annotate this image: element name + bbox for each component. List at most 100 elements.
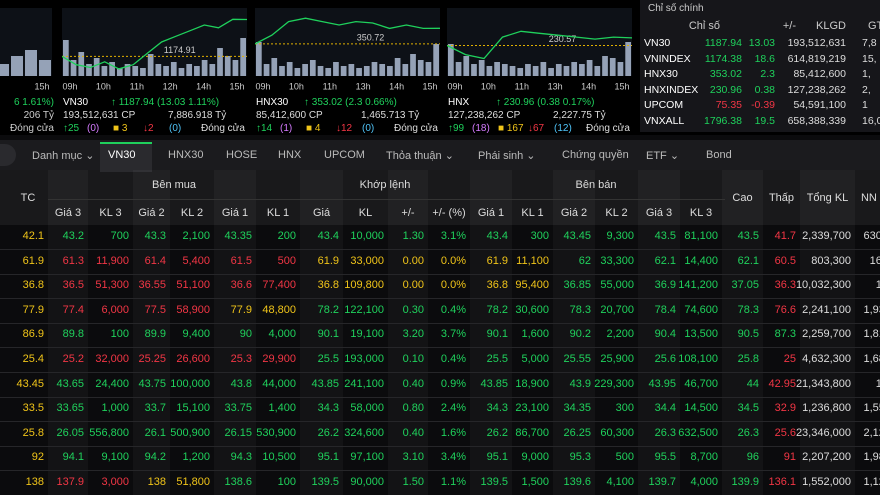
tab[interactable]: ETF ⌄ (646, 150, 680, 162)
table-cell: 78.2 (486, 303, 508, 316)
tab[interactable]: Phái sinh ⌄ (478, 150, 536, 162)
row-rule (0, 322, 880, 324)
table-cell: 36.85 (563, 279, 591, 292)
table-cell: 43.5 (654, 230, 676, 242)
volume-bar (356, 68, 362, 76)
table-cell: 77.9 (22, 303, 44, 316)
table-cell: 4,000 (690, 476, 718, 488)
table-cell: 100 (277, 476, 296, 488)
column-group: Bên mua (151, 179, 197, 191)
x-tick-label: 13h (356, 81, 371, 91)
tab[interactable]: HNX (278, 149, 302, 161)
index-change: ↑ 1187.94 (13.03 1.11%) (111, 97, 220, 108)
index-change: ↑ 230.96 (0.38 0.17%) (496, 97, 595, 108)
table-cell: 25.4 (22, 353, 44, 365)
index-table-cell: HNXINDEX (644, 83, 699, 96)
table-cell: 87.3 (774, 328, 796, 341)
tab[interactable]: HNX30 (168, 149, 204, 161)
chart-info: 6 1.61%) (13, 97, 54, 108)
table-cell: 11,100 (516, 254, 549, 267)
index-line (447, 30, 632, 60)
table-cell: 91 (783, 451, 796, 464)
table-cell: 530,900 (256, 426, 296, 439)
tab[interactable]: Thỏa thuận ⌄ (386, 150, 454, 162)
index-volume: 127,238,262 CP (448, 110, 521, 121)
index-name: HNX (448, 97, 470, 108)
index-table-cell: 127,238,262 (787, 83, 846, 96)
table-cell: 34.3 (486, 402, 508, 415)
table-cell: 1,120 (863, 476, 880, 488)
table-cell: 0.0% (440, 279, 466, 292)
index-table-cell: VNINDEX (644, 52, 691, 65)
x-tick-label: 12h (163, 81, 178, 91)
table-cell: 29,900 (262, 353, 296, 365)
volume-bar (555, 64, 562, 76)
volume-bar (463, 56, 470, 76)
table-cell: 4,100 (606, 476, 634, 488)
table-cell: 139.6 (563, 476, 591, 488)
table-cell: 26.3 (737, 426, 759, 439)
table-cell: 43.4 (317, 230, 339, 242)
table-cell: 2,207,200 (802, 451, 851, 464)
volume-bar (609, 58, 616, 76)
table-cell: 89.9 (144, 328, 166, 341)
volume-bar (517, 68, 524, 76)
table-cell: 61.9 (317, 254, 339, 267)
breadth-count: ↑25 (63, 123, 80, 134)
x-tick-label: 14h (196, 81, 211, 91)
table-cell: 500 (615, 451, 634, 464)
index-table-cell: VNXALL (644, 114, 685, 127)
x-tick-label: 09h (447, 81, 462, 91)
volume-bar (525, 64, 531, 76)
column-header: Giá 2 (560, 207, 588, 219)
table-cell: 2,200 (606, 328, 634, 341)
column-header: KL 3 (99, 207, 122, 219)
table-cell: 77,400 (262, 279, 296, 292)
column-header: +/- (%) (432, 207, 466, 219)
table-cell: 32.9 (774, 402, 796, 415)
tab[interactable]: Danh mục ⌄ (32, 150, 95, 162)
tab[interactable]: VN30 (108, 149, 136, 161)
table-cell: 58,900 (176, 303, 210, 316)
table-cell: 3.7% (440, 328, 466, 341)
table-cell: 10,500 (262, 451, 296, 464)
index-table-cell: VN30 (644, 37, 671, 49)
index-table-cell: 658,388,339 (787, 114, 846, 127)
index-table-cell: 0.38 (754, 83, 775, 96)
table-cell: 62 (578, 254, 591, 267)
x-tick-label: 09h (255, 81, 270, 91)
table-cell: 33.5 (22, 402, 44, 415)
table-cell: 33.65 (56, 402, 84, 415)
table-cell: 100,000 (170, 377, 210, 390)
table-cell: 90.5 (737, 328, 759, 341)
row-rule (0, 298, 880, 300)
x-tick-label: 11h (323, 81, 337, 91)
tab[interactable]: HOSE (226, 149, 258, 161)
tab[interactable]: Chứng quyền (562, 149, 629, 161)
index-table-cell: 7,8 (862, 37, 877, 49)
volume-bar (548, 68, 554, 76)
x-tick-label: 11h (515, 81, 529, 91)
table-cell: 23,100 (515, 402, 549, 415)
tab[interactable]: UPCOM (324, 149, 365, 161)
table-cell: 94.2 (144, 451, 166, 464)
table-cell: 34.35 (563, 402, 591, 415)
table-cell: 1,6 (875, 377, 880, 390)
table-cell: 0.80 (402, 402, 424, 415)
table-cell: 324,600 (344, 426, 384, 439)
table-cell: 62.1 (654, 254, 676, 267)
table-cell: 19,100 (350, 328, 384, 341)
table-cell: 500,900 (170, 426, 210, 439)
table-cell: 25.5 (486, 353, 508, 365)
table-cell: 9,000 (521, 451, 549, 464)
table-cell: 1,236,800 (802, 402, 851, 415)
table-cell: 60,300 (600, 426, 634, 439)
table-cell: 95.1 (317, 451, 339, 464)
table-cell: 51,100 (176, 279, 210, 292)
volume-bar (363, 66, 370, 76)
tab[interactable]: Bond (706, 149, 732, 161)
table-cell: 90,000 (350, 476, 384, 488)
table-cell: 0.40 (402, 377, 424, 390)
breadth-count: ↓67 (528, 123, 545, 134)
volume-bar (201, 60, 208, 76)
